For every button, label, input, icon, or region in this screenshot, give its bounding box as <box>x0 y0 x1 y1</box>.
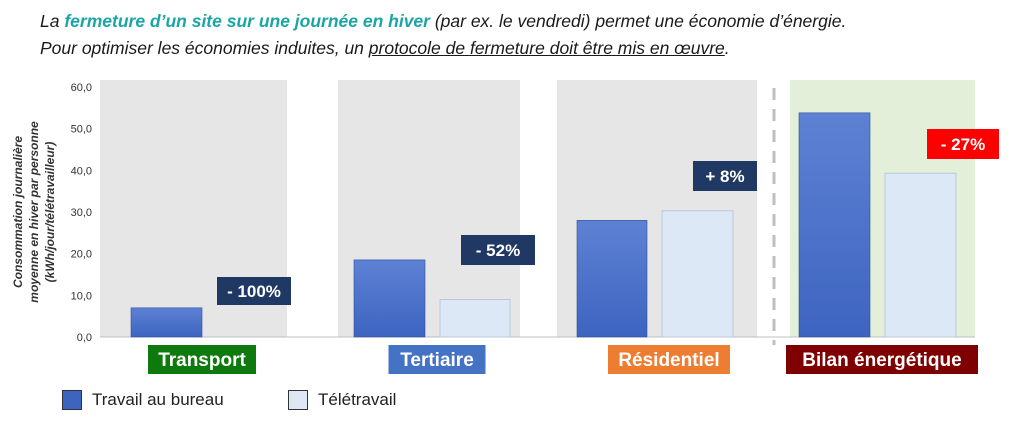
y-tick-label: 50,0 <box>71 124 92 136</box>
intro-line-1: La fermeture d’un site sur une journée e… <box>40 11 847 31</box>
category-label-bg <box>608 345 730 374</box>
legend-swatch-bureau <box>62 390 82 410</box>
category-label-bg <box>388 345 486 374</box>
legend-item-teletravail: Télétravail <box>288 390 396 410</box>
y-tick-label: 10,0 <box>71 290 92 302</box>
category-label: Transport <box>158 350 246 371</box>
variation-badge <box>693 161 757 191</box>
bar-teletravail <box>661 210 734 338</box>
variation-label: + 8% <box>705 167 744 186</box>
category-label: Bilan énergétique <box>802 350 961 371</box>
bar-teletravail <box>439 299 511 338</box>
highlight-text: fermeture d’un site sur une journée en h… <box>64 11 430 31</box>
bar-travail-bureau <box>576 220 648 338</box>
intro-line-2: Pour optimiser les économies induites, u… <box>40 38 730 58</box>
category-label: Résidentiel <box>618 350 719 371</box>
y-axis-label-line: (kWh/jour/télétravailleur) <box>43 142 57 283</box>
y-tick-label: 20,0 <box>71 249 92 261</box>
variation-badge <box>217 277 291 305</box>
legend-item-bureau: Travail au bureau <box>62 390 224 410</box>
y-tick-label: 40,0 <box>71 165 92 177</box>
variation-label: - 27% <box>941 135 985 154</box>
legend-label-teletravail: Télétravail <box>318 390 397 409</box>
underlined-text: protocole de fermeture doit être mis en … <box>368 38 725 58</box>
category-label: Tertiaire <box>400 350 474 371</box>
variation-label: - 100% <box>227 282 281 301</box>
y-axis-label-line: moyenne en hiver par personne <box>27 121 41 303</box>
legend-swatch-teletravail <box>288 390 308 410</box>
legend-label-bureau: Travail au bureau <box>92 390 224 409</box>
y-axis-label-line: Consommation journalière <box>11 136 25 288</box>
variation-label: - 52% <box>476 241 520 260</box>
bar-teletravail <box>884 172 957 338</box>
variation-badge <box>927 129 999 159</box>
y-tick-label: 30,0 <box>71 207 92 219</box>
y-tick-label: 0,0 <box>77 332 92 344</box>
category-label-bg <box>786 345 978 374</box>
energy-bar-chart: 0,0 10,0 20,0 30,0 40,0 50,0 60,0 Consommation … <box>11 80 999 374</box>
bar-travail-bureau <box>353 259 426 338</box>
bar-travail-bureau <box>798 112 871 338</box>
bar-travail-bureau <box>130 307 203 338</box>
variation-badge <box>461 235 535 265</box>
intro-text: La fermeture d’un site sur une journée e… <box>40 8 1000 62</box>
category-label-bg <box>148 345 256 374</box>
y-tick-label: 60,0 <box>71 82 92 94</box>
